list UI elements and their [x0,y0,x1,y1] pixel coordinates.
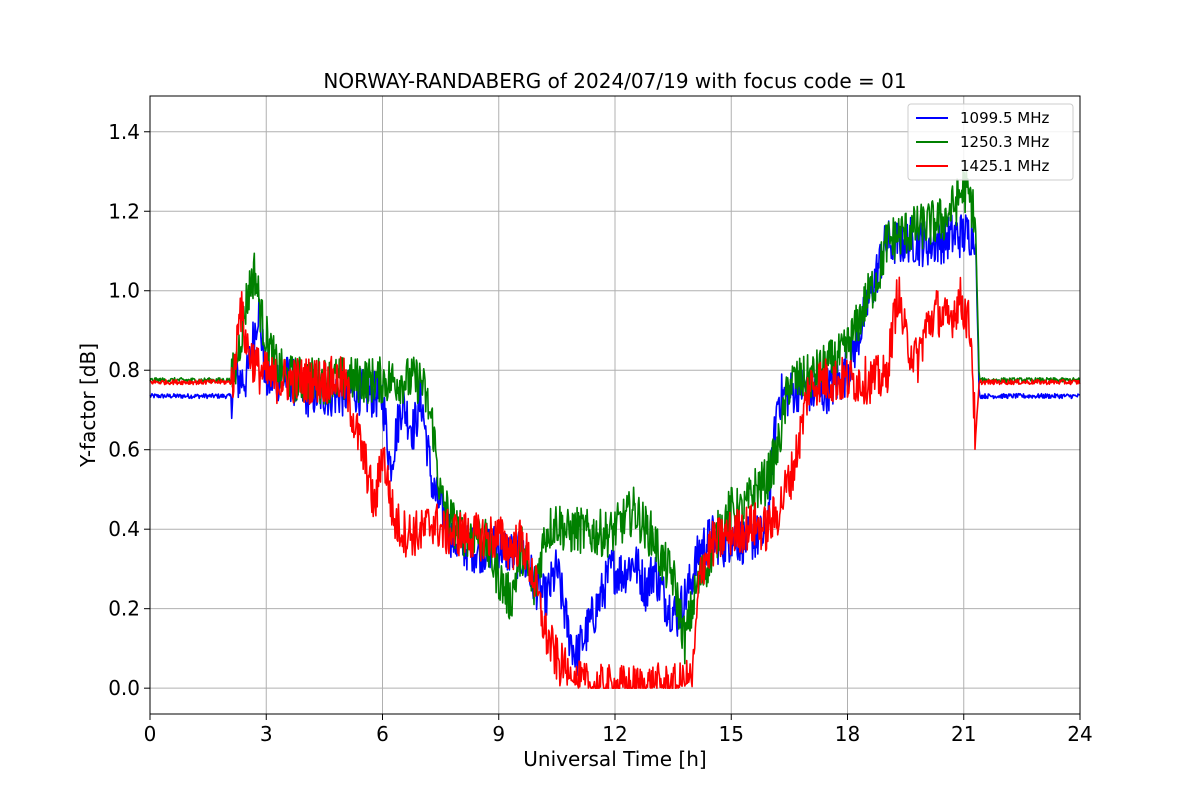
legend-label: 1099.5 MHz [960,109,1049,127]
legend-label: 1425.1 MHz [960,157,1049,175]
y-tick-label: 0.2 [108,597,140,621]
x-tick-label: 3 [260,722,273,746]
y-tick-label: 1.4 [108,120,140,144]
chart-title: NORWAY-RANDABERG of 2024/07/19 with focu… [323,69,906,93]
legend-box [907,103,1074,181]
x-tick-label: 21 [951,722,976,746]
legend: 1099.5 MHz 1250.3 MHz 1425.1 MHz [907,103,1074,181]
x-tick-label: 15 [719,722,744,746]
x-tick-label: 9 [492,722,505,746]
plot-area [149,170,1081,689]
x-axis-label: Universal Time [h] [523,747,706,771]
y-tick-label: 1.2 [108,199,140,223]
legend-label: 1250.3 MHz [960,133,1049,151]
axis-ticks: 0 3 6 9 12 15 18 21 24 0.0 0.2 0.4 0.6 0.8 1.0 1.2 1.4 [108,120,1093,746]
y-tick-label: 0.8 [108,358,140,382]
y-tick-label: 1.0 [108,279,140,303]
y-axis-label: Y-factor [dB] [76,343,100,468]
y-tick-label: 0.6 [108,438,140,462]
series-line-3 [149,276,1081,689]
y-tick-label: 0.4 [108,517,140,541]
x-tick-label: 0 [144,722,157,746]
y-tick-label: 0.0 [108,676,140,700]
x-tick-label: 24 [1067,722,1092,746]
x-tick-label: 12 [602,722,627,746]
x-tick-label: 6 [376,722,389,746]
x-tick-label: 18 [835,722,860,746]
